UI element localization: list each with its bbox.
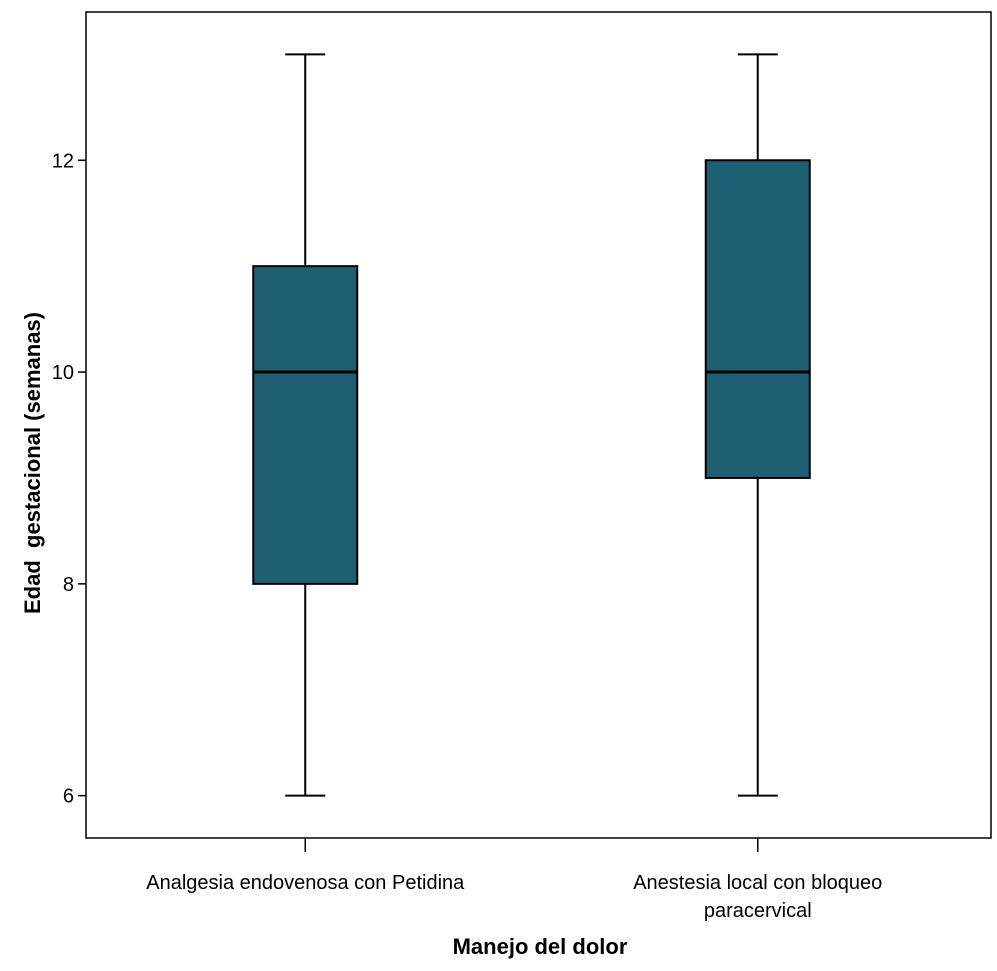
x-tick-label: Anestesia local con bloqueo — [633, 872, 882, 894]
x-axis-label: Manejo del dolor — [453, 934, 628, 959]
y-tick-label: 10 — [52, 362, 74, 384]
y-tick-label: 8 — [63, 574, 74, 596]
x-tick-label: paracervical — [704, 900, 812, 922]
x-tick-label: Analgesia endovenosa con Petidina — [146, 872, 465, 894]
y-tick-label: 12 — [52, 150, 74, 172]
box-series — [252, 53, 811, 797]
box-group — [704, 53, 811, 797]
plot-frame — [85, 11, 992, 839]
box-group — [252, 53, 359, 797]
y-axis-label: Edad gestacional (semanas) — [20, 312, 45, 614]
iqr-box — [704, 159, 811, 479]
y-tick-label: 6 — [63, 786, 74, 808]
iqr-box — [252, 265, 359, 585]
x-axis-ticks: Analgesia endovenosa con Petidina Anestes… — [146, 838, 882, 922]
y-axis-ticks: 6 8 10 12 — [52, 150, 86, 808]
